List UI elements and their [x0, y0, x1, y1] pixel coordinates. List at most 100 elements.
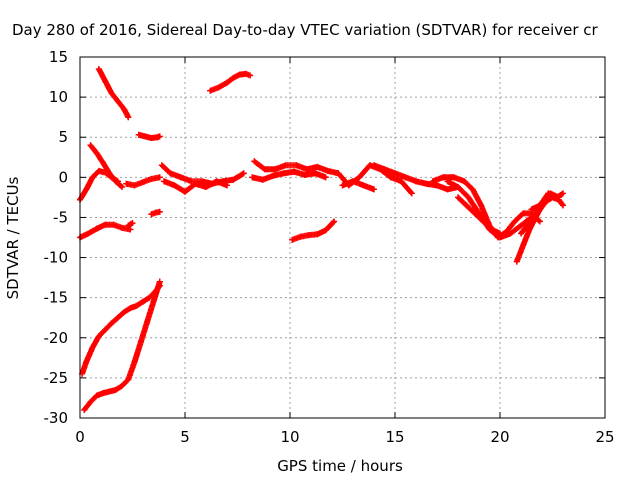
data-point	[488, 226, 495, 233]
data-point	[444, 178, 451, 185]
x-tick-label: 0	[75, 428, 85, 446]
data-series-arc-9	[77, 221, 134, 241]
data-series-arc-2	[207, 70, 254, 94]
data-point	[158, 162, 165, 169]
data-point	[360, 182, 367, 189]
data-point	[102, 169, 109, 176]
data-point	[289, 236, 296, 243]
data-point	[131, 358, 138, 365]
data-point	[224, 182, 230, 189]
y-tick-label: -30	[44, 409, 69, 427]
data-point	[119, 224, 125, 231]
data-point	[148, 135, 155, 142]
data-point	[95, 333, 102, 340]
data-markers	[87, 142, 125, 190]
data-point	[102, 221, 109, 228]
data-point	[131, 182, 138, 189]
data-point	[314, 163, 321, 170]
y-tick-label: 15	[49, 48, 68, 66]
plot-frame	[79, 56, 606, 419]
data-point	[455, 194, 461, 201]
data-point	[335, 170, 342, 177]
data-point	[89, 344, 96, 351]
y-tick-label: 5	[58, 128, 68, 146]
data-point	[161, 178, 167, 185]
data-point	[87, 142, 94, 149]
data-point	[520, 210, 527, 217]
data-point	[135, 131, 142, 138]
data-point	[167, 170, 174, 177]
x-axis-label: GPS time / hours	[277, 457, 403, 475]
data-point	[387, 174, 394, 181]
data-point	[93, 150, 100, 157]
data-points	[77, 66, 566, 413]
x-tick-label: 25	[595, 428, 614, 446]
data-series-arc-23	[289, 218, 338, 243]
x-tick-label: 5	[180, 428, 190, 446]
data-point	[93, 392, 100, 399]
data-markers	[249, 168, 329, 183]
data-point	[312, 170, 319, 177]
data-point	[133, 302, 140, 309]
data-point	[140, 298, 146, 305]
data-point	[408, 190, 415, 197]
y-tick-label: 0	[58, 168, 68, 186]
data-point	[282, 162, 289, 169]
data-point	[471, 210, 478, 217]
y-tick-label: -20	[44, 329, 69, 347]
data-point	[398, 178, 405, 185]
data-point	[530, 214, 537, 221]
data-point	[102, 326, 109, 333]
data-point	[259, 176, 266, 183]
data-point	[171, 182, 178, 189]
data-point	[100, 390, 107, 397]
data-point	[123, 180, 130, 187]
axes: 0 5 10 15 20 25 -30 -25 -20 -15 -10 -5 0 5 10 15	[44, 48, 615, 446]
data-point	[536, 202, 543, 209]
data-point	[93, 225, 100, 232]
data-point	[125, 114, 132, 121]
data-point	[192, 180, 199, 187]
data-point	[465, 194, 472, 201]
data-series-arc-4	[87, 142, 125, 190]
data-point	[89, 174, 96, 181]
data-point	[301, 171, 308, 178]
data-point	[371, 186, 377, 193]
data-series-arc-3	[135, 131, 163, 142]
data-point	[331, 218, 338, 225]
data-point	[314, 231, 321, 238]
data-point	[440, 174, 447, 181]
data-point	[146, 294, 153, 301]
data-point	[455, 183, 461, 190]
data-point	[188, 178, 195, 185]
data-series-arc-11	[148, 208, 163, 218]
data-point	[339, 182, 346, 189]
data-point	[480, 218, 487, 225]
data-point	[350, 178, 356, 185]
data-point	[106, 388, 113, 395]
data-point	[156, 278, 163, 285]
data-point	[156, 208, 163, 215]
data-point	[270, 172, 277, 179]
data-point	[305, 232, 312, 239]
data-point	[536, 218, 543, 225]
data-point	[461, 178, 468, 185]
data-point	[230, 74, 237, 81]
data-point	[95, 167, 102, 174]
data-point	[249, 174, 256, 181]
data-point	[293, 162, 300, 169]
data-point	[429, 178, 436, 185]
data-point	[85, 230, 92, 237]
y-tick-label: 10	[49, 88, 68, 106]
data-point	[125, 222, 132, 229]
data-point	[213, 178, 220, 185]
data-point	[182, 188, 188, 195]
data-point	[545, 190, 552, 197]
data-point	[119, 183, 125, 190]
data-point	[127, 305, 134, 312]
data-series-arc-16	[339, 178, 377, 193]
data-point	[463, 202, 470, 209]
data-point	[518, 230, 524, 237]
data-point	[127, 226, 134, 233]
